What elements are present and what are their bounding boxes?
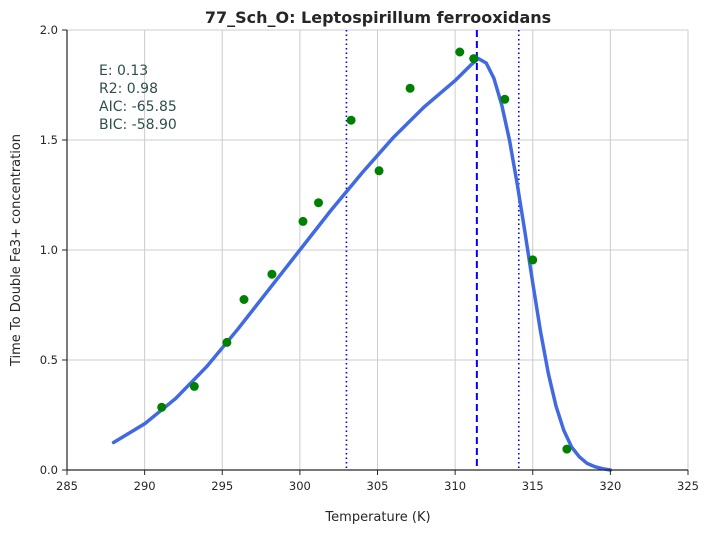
data-point [528,255,538,265]
y-tick-label: 0.0 [40,463,58,477]
x-axis-label: Temperature (K) [324,510,430,525]
x-tick-label: 290 [134,479,156,493]
fitted-curve [111,56,613,472]
fit-statistics: E: 0.13 R2: 0.98 AIC: -65.85 BIC: -58.90 [99,63,177,133]
data-point [455,47,465,57]
y-tick-label: 0.5 [40,353,58,367]
x-axis-ticks: 285 290 295 300 305 310 315 320 325 [56,470,699,493]
fit-statistic-line: AIC: -65.85 [99,99,177,115]
chart-title: 77_Sch_O: Leptospirillum ferrooxidans [205,8,551,27]
y-tick-label: 1.0 [40,243,58,257]
x-tick-label: 315 [522,479,544,493]
x-tick-label: 295 [211,479,233,493]
x-tick-label: 300 [289,479,311,493]
data-point [222,337,232,347]
x-tick-label: 325 [677,479,699,493]
x-tick-label: 285 [56,479,78,493]
data-point [157,402,167,412]
data-point [469,54,479,64]
data-point [314,198,324,208]
data-point [562,444,572,454]
fit-statistic-line: E: 0.13 [99,63,148,79]
data-point [189,381,199,391]
y-tick-label: 2.0 [40,23,58,37]
data-point [500,94,510,104]
data-point [374,166,384,176]
data-point [346,115,356,125]
data-point [239,295,249,304]
x-tick-label: 305 [367,479,389,493]
y-axis-ticks: 0.0 0.5 1.0 1.5 2.0 [40,23,67,477]
y-tick-label: 1.5 [40,133,58,147]
y-axis-label: Time To Double Fe3+ concentration [9,134,24,367]
fit-statistic-line: BIC: -58.90 [99,117,177,133]
data-point [405,83,415,93]
reference-lines [345,30,520,470]
data-points [157,47,572,454]
data-point [298,216,308,226]
x-tick-label: 320 [599,479,621,493]
data-point [267,269,277,279]
grid [67,29,689,470]
x-tick-label: 310 [444,479,466,493]
fit-statistic-line: R2: 0.98 [99,81,158,97]
